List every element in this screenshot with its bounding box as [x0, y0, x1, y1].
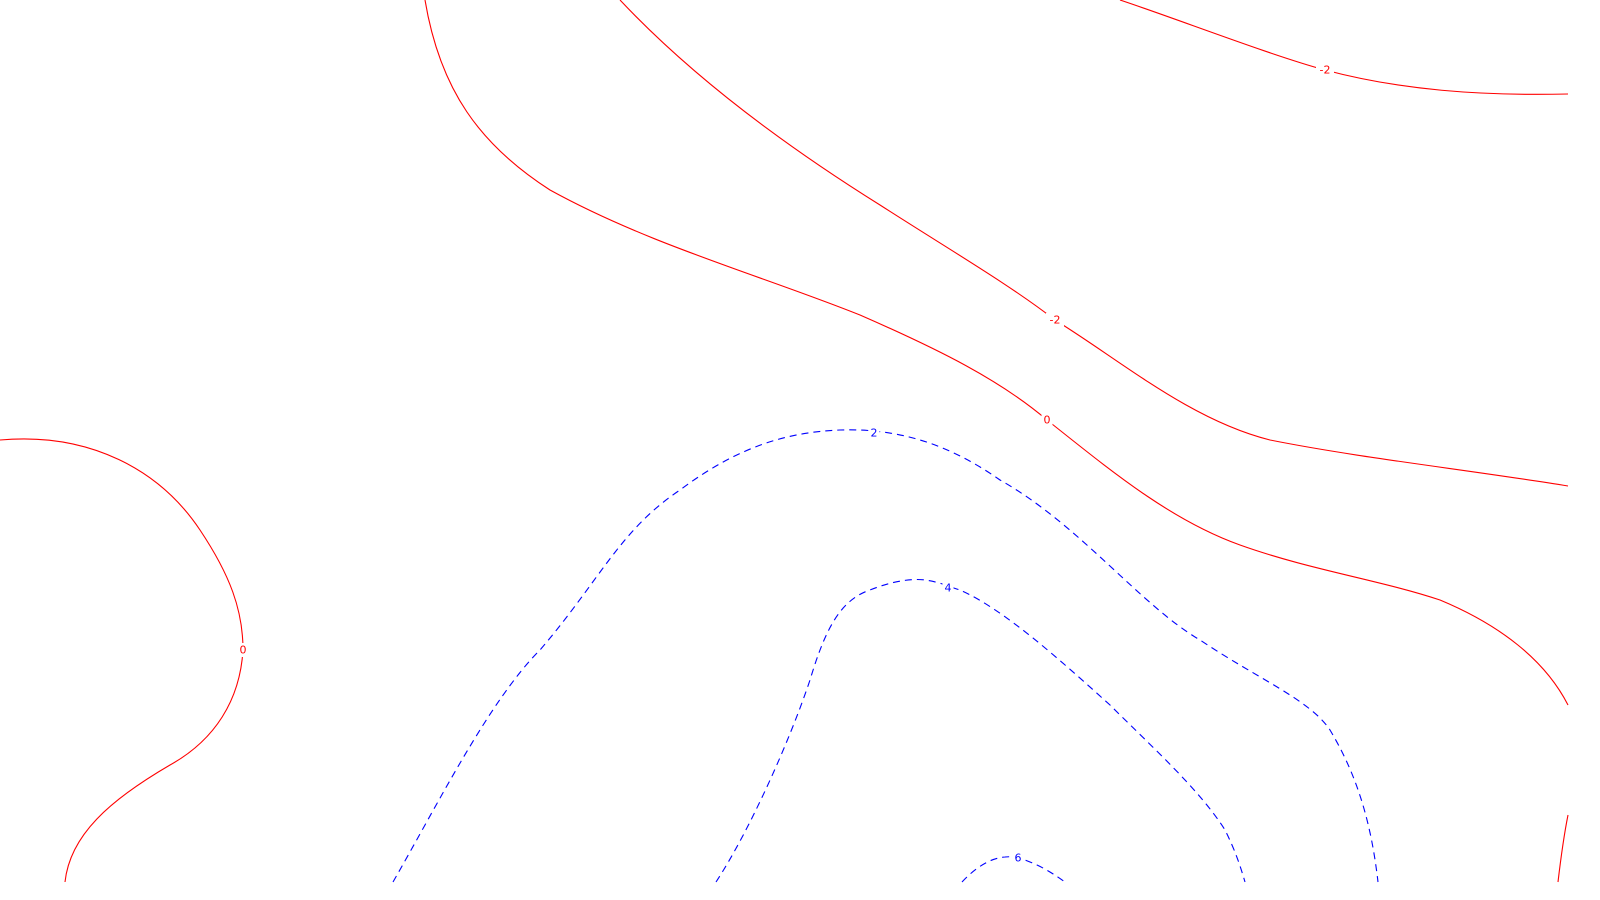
contour-label-level-0: 0 — [240, 644, 247, 657]
contour-label-background — [1041, 413, 1053, 427]
contour-label-level-0: 0 — [1044, 414, 1051, 427]
contour-label-level-2: 2 — [871, 427, 878, 440]
contour-label-background — [942, 581, 954, 595]
contour-label-level-6: 6 — [1015, 852, 1022, 865]
contour-label-background — [1012, 851, 1024, 865]
contour-line-level-0-main — [424, 0, 1569, 883]
contour-label-background — [1046, 313, 1064, 327]
contour-label-level-4: 4 — [945, 582, 952, 595]
contour-label-background — [237, 643, 249, 657]
contour-labels: -2 -2 0 0 2 4 6 — [237, 63, 1334, 865]
contour-label-level-neg2: -2 — [1050, 314, 1061, 327]
contour-label-level-neg2: -2 — [1320, 64, 1331, 77]
contour-label-background — [868, 426, 880, 440]
contour-label-background — [1316, 63, 1334, 77]
contour-line-level-2-outer — [392, 429, 1379, 883]
